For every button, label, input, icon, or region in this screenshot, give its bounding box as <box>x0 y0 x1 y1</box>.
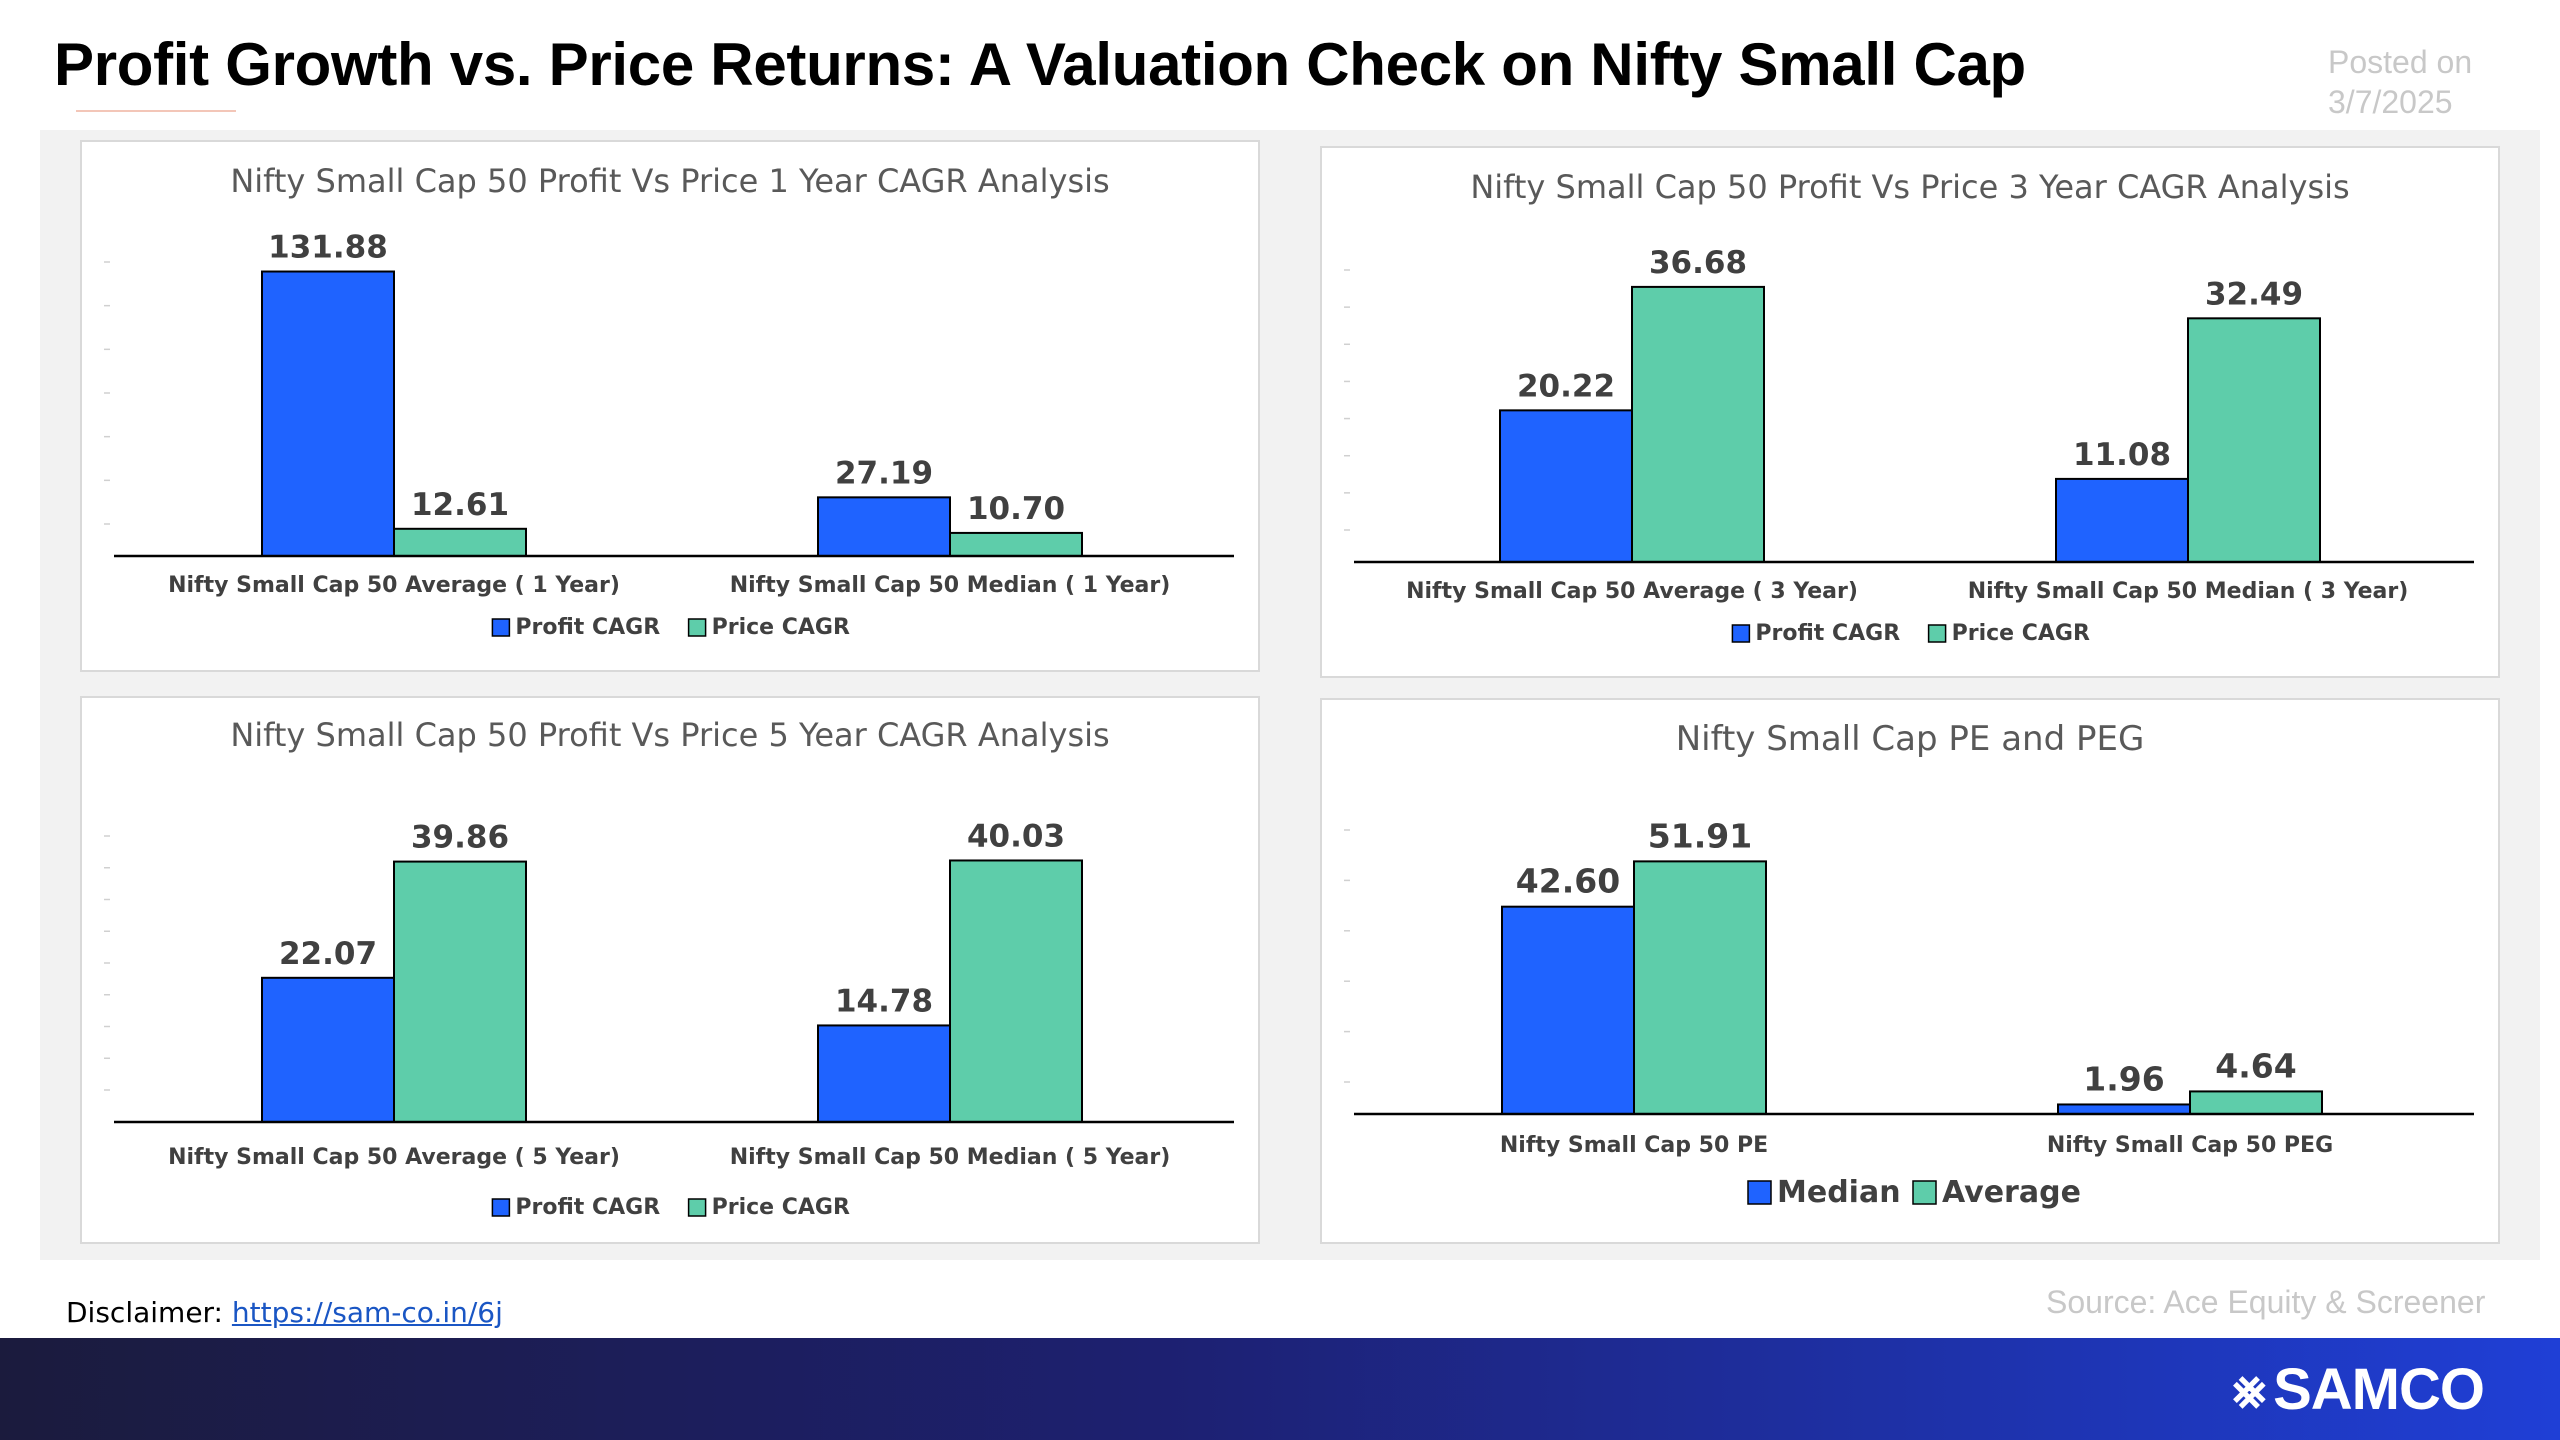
samco-logo: ⨳ SAMCO <box>2232 1356 2485 1423</box>
bar <box>2189 1090 2323 1116</box>
bar <box>1499 409 1633 563</box>
legend-label: Profit CAGR <box>515 1195 660 1220</box>
legend-label: Price CAGR <box>712 1195 850 1220</box>
category-label: Nifty Small Cap 50 Median ( 5 Year) <box>730 1145 1171 1170</box>
legend-swatch <box>687 1198 707 1217</box>
legend: Profit CAGR Price CAGR <box>1731 621 2090 646</box>
bar <box>949 859 1083 1123</box>
legend: Median Average <box>1747 1175 2081 1210</box>
legend-label: Median <box>1777 1175 1901 1210</box>
data-label: 12.61 <box>411 487 509 523</box>
category-label: Nifty Small Cap 50 Average ( 5 Year) <box>168 1145 620 1170</box>
posted-date: Posted on 3/7/2025 <box>2328 42 2472 122</box>
bar <box>261 270 395 558</box>
legend-label: Profit CAGR <box>515 615 660 640</box>
data-label: 42.60 <box>1516 862 1620 901</box>
legend-swatch <box>1747 1180 1772 1205</box>
bar <box>393 860 527 1123</box>
category-label: Nifty Small Cap 50 Average ( 1 Year) <box>168 573 620 598</box>
category-label: Nifty Small Cap 50 Median ( 3 Year) <box>1968 579 2409 604</box>
legend: Profit CAGR Price CAGR <box>491 1195 850 1220</box>
legend-label: Profit CAGR <box>1755 621 1900 646</box>
bar <box>1631 285 1765 563</box>
legend: Profit CAGR Price CAGR <box>491 615 850 640</box>
legend-swatch <box>1731 624 1751 643</box>
disclaimer-label: Disclaimer: <box>66 1296 223 1329</box>
bar <box>261 976 395 1123</box>
chart-title: Nifty Small Cap 50 Profit Vs Price 1 Yea… <box>230 162 1109 200</box>
legend-label: Price CAGR <box>712 615 850 640</box>
page-title: Profit Growth vs. Price Returns: A Valua… <box>54 31 2026 98</box>
data-label: 27.19 <box>835 455 933 491</box>
chart-title: Nifty Small Cap PE and PEG <box>1676 719 2145 759</box>
data-label: 4.64 <box>2215 1046 2296 1085</box>
bar <box>949 531 1083 558</box>
chart-title: Nifty Small Cap 50 Profit Vs Price 3 Yea… <box>1470 168 2349 206</box>
bar <box>1501 905 1635 1115</box>
chart-card-3yr-cagr: Nifty Small Cap 50 Profit Vs Price 3 Yea… <box>1320 146 2500 678</box>
data-label: 11.08 <box>2073 437 2171 473</box>
data-label: 22.07 <box>279 936 377 972</box>
category-label: Nifty Small Cap 50 Median ( 1 Year) <box>730 573 1171 598</box>
chart-svg: Nifty Small Cap PE and PEG 42.60 51.91 Nift… <box>1344 719 2474 1210</box>
chart-svg: Nifty Small Cap 50 Profit Vs Price 3 Yea… <box>1344 168 2474 646</box>
category-label: Nifty Small Cap 50 Average ( 3 Year) <box>1406 579 1858 604</box>
footer-bar: ⨳ SAMCO <box>0 1338 2560 1440</box>
legend-swatch <box>687 618 707 637</box>
chart-card-1yr-cagr: Nifty Small Cap 50 Profit Vs Price 1 Yea… <box>80 140 1260 672</box>
legend-swatch <box>491 618 511 637</box>
data-label: 39.86 <box>411 820 509 856</box>
disclaimer-link[interactable]: https://sam-co.in/6j <box>231 1296 503 1329</box>
bar <box>2187 317 2321 563</box>
legend-swatch <box>1927 624 1947 643</box>
bar <box>393 527 527 558</box>
data-label: 36.68 <box>1649 245 1747 281</box>
source-note: Source: Ace Equity & Screener <box>2046 1284 2486 1320</box>
legend-label: Price CAGR <box>1952 621 2090 646</box>
chart-title: Nifty Small Cap 50 Profit Vs Price 5 Yea… <box>230 716 1109 754</box>
title-underline <box>76 110 236 112</box>
chart-card-5yr-cagr: Nifty Small Cap 50 Profit Vs Price 5 Yea… <box>80 696 1260 1244</box>
data-label: 51.91 <box>1648 816 1752 855</box>
samco-logo-icon: ⨳ <box>2232 1359 2266 1419</box>
category-label: Nifty Small Cap 50 PE <box>1500 1133 1768 1158</box>
chart-card-pe-peg: Nifty Small Cap PE and PEG 42.60 51.91 Nift… <box>1320 698 2500 1244</box>
data-label: 131.88 <box>268 230 388 266</box>
bar <box>2057 1103 2191 1116</box>
posted-label: Posted on <box>2328 44 2473 80</box>
data-label: 40.03 <box>967 818 1065 854</box>
data-label: 14.78 <box>835 983 933 1019</box>
disclaimer: Disclaimer: https://sam-co.in/6j <box>66 1296 503 1329</box>
bar <box>817 1024 951 1124</box>
data-label: 20.22 <box>1517 368 1615 404</box>
bar <box>2055 477 2189 563</box>
bar <box>1633 860 1767 1115</box>
chart-svg: Nifty Small Cap 50 Profit Vs Price 1 Yea… <box>104 162 1234 640</box>
data-label: 32.49 <box>2205 276 2303 312</box>
bar <box>817 496 951 558</box>
data-label: 10.70 <box>967 491 1065 527</box>
brand-name: SAMCO <box>2273 1357 2485 1422</box>
data-label: 1.96 <box>2083 1059 2164 1098</box>
category-label: Nifty Small Cap 50 PEG <box>2047 1133 2333 1158</box>
legend-label: Average <box>1942 1175 2081 1210</box>
legend-swatch <box>1912 1180 1937 1205</box>
legend-swatch <box>491 1198 511 1217</box>
posted-value: 3/7/2025 <box>2328 84 2453 120</box>
chart-svg: Nifty Small Cap 50 Profit Vs Price 5 Yea… <box>104 716 1234 1220</box>
